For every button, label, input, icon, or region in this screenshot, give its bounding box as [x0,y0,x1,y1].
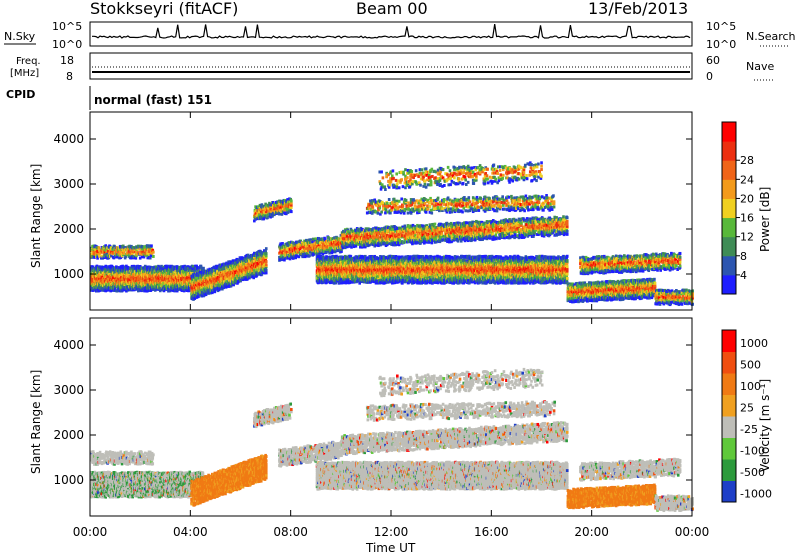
freq-tick-8: 8 [66,70,73,83]
noise-right-label: N.Search [746,30,796,43]
data-cell [265,247,268,250]
data-cell [281,242,284,245]
nave-tick-0: 0 [706,70,713,83]
freq-label-line2: [MHz] [10,68,39,79]
data-cell [202,267,205,270]
cpid-label: CPID [6,88,35,101]
data-cell [265,252,268,255]
data-cell [265,271,268,274]
data-cell [290,210,293,213]
freq-label-line1: Freq. [16,56,41,67]
data-cell [123,252,126,255]
noise-left-label: N.Sky [4,30,36,43]
nave-label: Nave [746,60,774,73]
noise-ytick-top: 10^5 [52,20,82,33]
data-cell [152,251,155,254]
freq-panel-frame [90,53,692,79]
data-cell [150,244,153,247]
data-cell [334,250,337,253]
nave-tick-60: 60 [706,54,720,67]
data-cell [265,263,268,266]
noise-right-ytick-bottom: 10^0 [706,38,736,51]
station-title: Stokkseyri (fitACF) [90,0,238,18]
data-cell [152,255,155,258]
data-cell [308,254,311,257]
noise-right-ytick-top: 10^5 [706,20,736,33]
data-cell [265,269,268,272]
data-cell [150,254,153,257]
data-cell [290,199,293,202]
data-cell [265,260,268,263]
beam-title: Beam 00 [356,0,428,18]
noise-panel-frame [90,22,692,46]
date-title: 13/Feb/2013 [588,0,688,18]
cpid-value: normal (fast) 151 [94,93,212,107]
noise-ytick-bottom: 10^0 [52,38,82,51]
noise-sky-series [92,24,690,38]
freq-tick-18: 18 [60,54,74,67]
data-cell [281,213,284,216]
power-heatmap-cells [90,161,694,306]
